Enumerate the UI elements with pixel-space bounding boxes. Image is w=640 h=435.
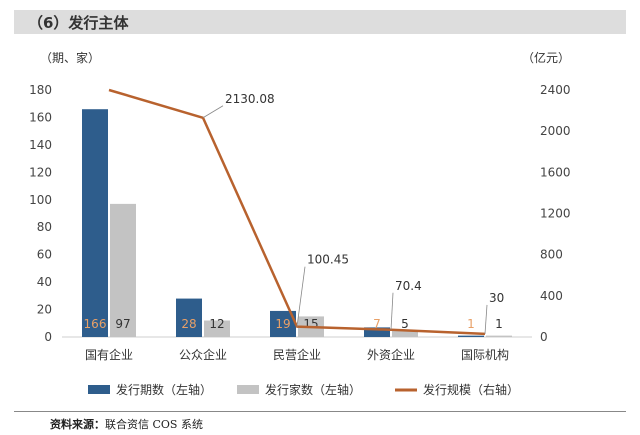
y-left-tick-label: 120	[29, 165, 52, 179]
x-category-label: 外资企业	[367, 347, 415, 362]
y-left-unit: （期、家）	[40, 50, 100, 65]
y-right-tick-label: 0	[540, 330, 548, 344]
leader-line	[202, 105, 224, 119]
bar-issuers	[110, 203, 136, 337]
leader-line	[484, 304, 488, 334]
bar-data-label: 166	[84, 317, 107, 331]
legend-label: 发行规模（右轴）	[423, 382, 519, 397]
chart: （期、家） （亿元） 0 20 40 60 80 100 120 140 160 180 0 400 800…	[29, 50, 571, 397]
y-left-tick-label: 0	[44, 330, 52, 344]
y-right-unit: （亿元）	[522, 50, 570, 65]
y-left-tick-label: 40	[37, 275, 52, 289]
y-left-tick-label: 60	[37, 248, 52, 262]
bar-issuers	[486, 335, 512, 337]
y-right-tick-label: 2000	[540, 124, 571, 138]
line-data-label: 100.45	[307, 253, 349, 267]
bar-issues	[82, 109, 108, 337]
bar-data-label: 15	[303, 317, 318, 331]
bar-data-label: 1	[495, 317, 503, 331]
bar-data-label: 12	[209, 317, 224, 331]
bar-data-label: 1	[467, 317, 475, 331]
line-data-label: 70.4	[395, 279, 422, 293]
x-category-label: 国际机构	[461, 347, 509, 362]
bar-data-label: 7	[373, 317, 381, 331]
legend-label: 发行期数（左轴）	[116, 382, 212, 397]
bar-issues	[458, 335, 484, 337]
y-right-tick-label: 2400	[540, 83, 571, 97]
y-left-tick-label: 100	[29, 193, 52, 207]
bar-data-label: 19	[275, 317, 290, 331]
line-data-label: 30	[489, 291, 504, 305]
y-left-tick-label: 160	[29, 110, 52, 124]
x-category-label: 公众企业	[179, 347, 227, 362]
x-category-label: 国有企业	[85, 347, 133, 362]
line-issuance-scale	[108, 88, 486, 336]
source-label: 资料来源：	[50, 418, 105, 431]
y-left-tick-label: 140	[29, 138, 52, 152]
section-header: （6）发行主体	[14, 10, 626, 34]
source-note: 资料来源：联合资信 COS 系统	[50, 416, 203, 432]
leader-line	[296, 266, 306, 327]
y-left-tick-label: 180	[29, 83, 52, 97]
y-left-tick-label: 20	[37, 303, 52, 317]
bar-issues	[364, 327, 390, 337]
y-right-tick-label: 1600	[540, 165, 571, 179]
bar-data-label: 28	[181, 317, 196, 331]
legend-label: 发行家数（左轴）	[265, 382, 361, 397]
line-data-label: 2130.08	[225, 92, 275, 106]
bar-data-label: 97	[115, 317, 130, 331]
y-right-tick-label: 400	[540, 289, 563, 303]
y-left-tick-label: 80	[37, 220, 52, 234]
y-right-tick-label: 800	[540, 248, 563, 262]
leader-line	[390, 292, 394, 330]
section-title: （6）发行主体	[28, 13, 129, 32]
bar-issuers	[392, 330, 418, 337]
bar-data-label: 5	[401, 317, 409, 331]
bar-issuers	[204, 320, 230, 337]
legend-swatch	[237, 385, 259, 394]
x-category-label: 民营企业	[273, 347, 321, 362]
source-text: 联合资信 COS 系统	[105, 418, 203, 431]
legend-swatch	[88, 385, 110, 394]
bar-issues	[176, 298, 202, 337]
y-right-tick-label: 1200	[540, 207, 571, 221]
divider	[14, 411, 626, 412]
